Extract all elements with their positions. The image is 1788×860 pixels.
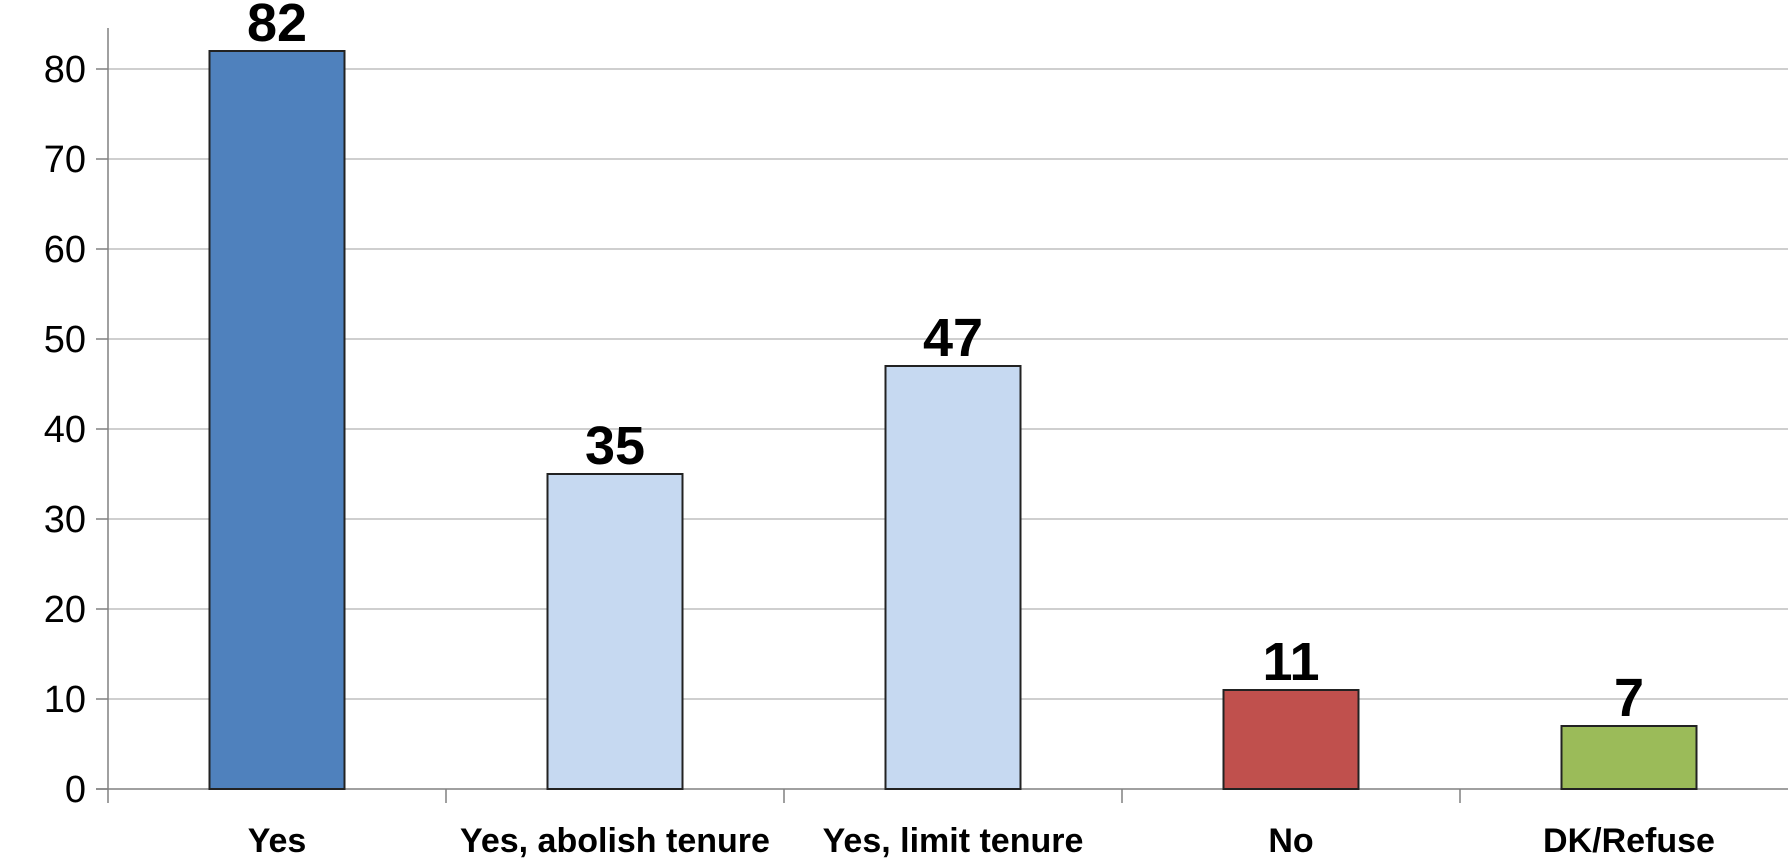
- bars: [208, 50, 1698, 790]
- category-label-0: Yes: [248, 822, 307, 860]
- data-label-1: 35: [585, 416, 645, 476]
- category-label-4: DK/Refuse: [1543, 822, 1715, 860]
- bar-1: [546, 473, 684, 790]
- y-tick-label: 70: [44, 139, 86, 181]
- y-tick-label: 0: [65, 769, 86, 811]
- y-tick-label: 50: [44, 319, 86, 361]
- y-tick-label: 80: [44, 49, 86, 91]
- y-tick-label: 40: [44, 409, 86, 451]
- data-label-3: 11: [1262, 632, 1319, 692]
- category-label-2: Yes, limit tenure: [823, 822, 1084, 860]
- bar-4: [1560, 725, 1698, 790]
- data-label-2: 47: [923, 308, 983, 368]
- data-label-0: 82: [247, 0, 307, 53]
- y-tick-label: 30: [44, 499, 86, 541]
- axes: 0 10 20 30 40 50 60 70 80: [44, 28, 1788, 811]
- bar-2: [884, 365, 1022, 790]
- bar-0: [208, 50, 346, 790]
- y-tick-label: 20: [44, 589, 86, 631]
- y-tick-label: 10: [44, 679, 86, 721]
- y-tick-label: 60: [44, 229, 86, 271]
- bar-3: [1222, 689, 1360, 790]
- category-label-3: No: [1268, 822, 1313, 860]
- labels: 82 Yes 35 Yes, abolish tenure 47 Yes, limit t…: [247, 0, 1715, 860]
- category-label-1: Yes, abolish tenure: [460, 822, 770, 860]
- data-label-4: 7: [1614, 668, 1644, 728]
